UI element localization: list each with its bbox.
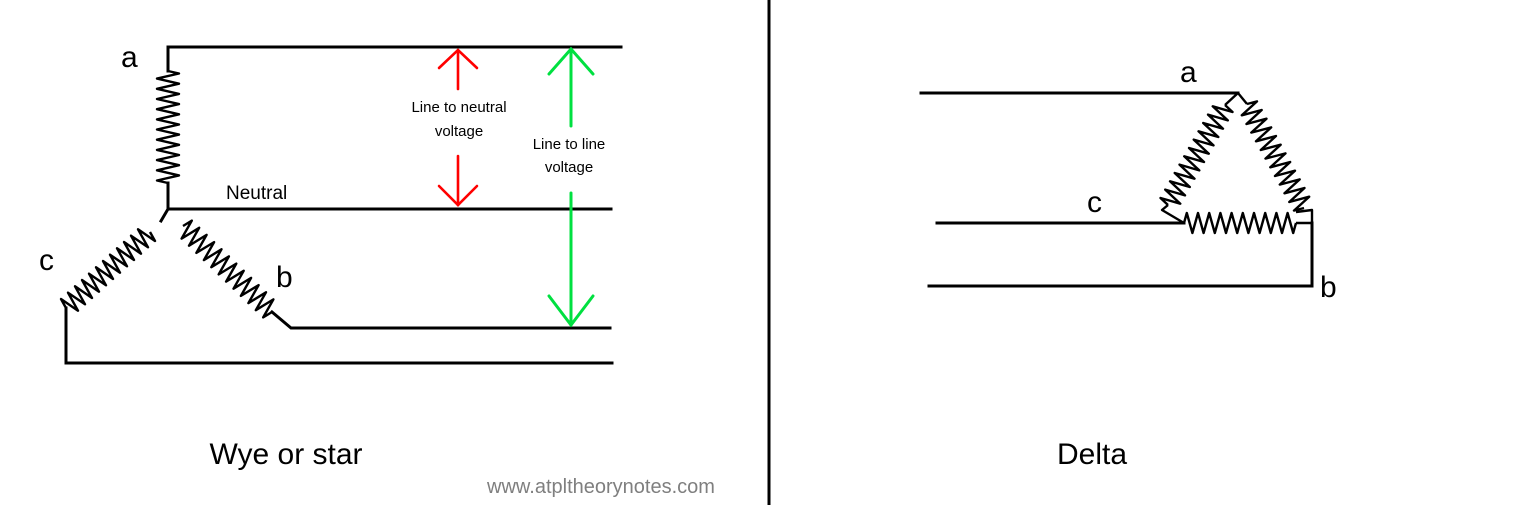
- wye-coil-c: [59, 228, 157, 312]
- line-to-neutral-label-1: Line to neutral: [411, 99, 506, 116]
- delta-phase-b-label: b: [1320, 271, 1337, 304]
- delta-corner-b: [1295, 208, 1314, 225]
- wye-phase-a-label: a: [121, 41, 138, 74]
- wye-phase-c-label: c: [39, 244, 54, 277]
- line-to-line-label-1: Line to line: [533, 136, 606, 153]
- wye-line-a-wire: [166, 45, 623, 73]
- wye-coil-b: [180, 219, 275, 319]
- wye-neutral-label: Neutral: [226, 183, 287, 204]
- wye-phase-b-label: b: [276, 261, 293, 294]
- line-to-neutral-arrow: [437, 48, 479, 207]
- line-to-neutral-label-2: voltage: [435, 123, 483, 140]
- delta-phase-c-label: c: [1087, 186, 1102, 219]
- wye-diagram: a b c Neutral Line to neutral voltage Li…: [39, 41, 623, 471]
- delta-phase-a-label: a: [1180, 56, 1197, 89]
- watermark: www.atpltheorynotes.com: [486, 476, 715, 498]
- wye-junction-tick: [158, 206, 171, 224]
- delta-title: Delta: [1057, 438, 1127, 471]
- line-to-line-label-2: voltage: [545, 159, 593, 176]
- delta-corner-c: [1160, 204, 1185, 225]
- delta-coil-ab: [1240, 100, 1311, 212]
- delta-corner-a: [1224, 91, 1248, 106]
- delta-diagram: a b c Delta: [919, 56, 1337, 471]
- delta-coil-cb: [1182, 211, 1298, 235]
- delta-line-b-wire: [927, 221, 1314, 288]
- wye-line-c-wire: [64, 306, 614, 365]
- wye-title: Wye or star: [209, 438, 362, 471]
- delta-coil-ac: [1159, 104, 1234, 206]
- wye-coil-a: [155, 69, 181, 185]
- wye-line-b-wire: [269, 309, 612, 330]
- line-to-line-arrow: [547, 46, 595, 328]
